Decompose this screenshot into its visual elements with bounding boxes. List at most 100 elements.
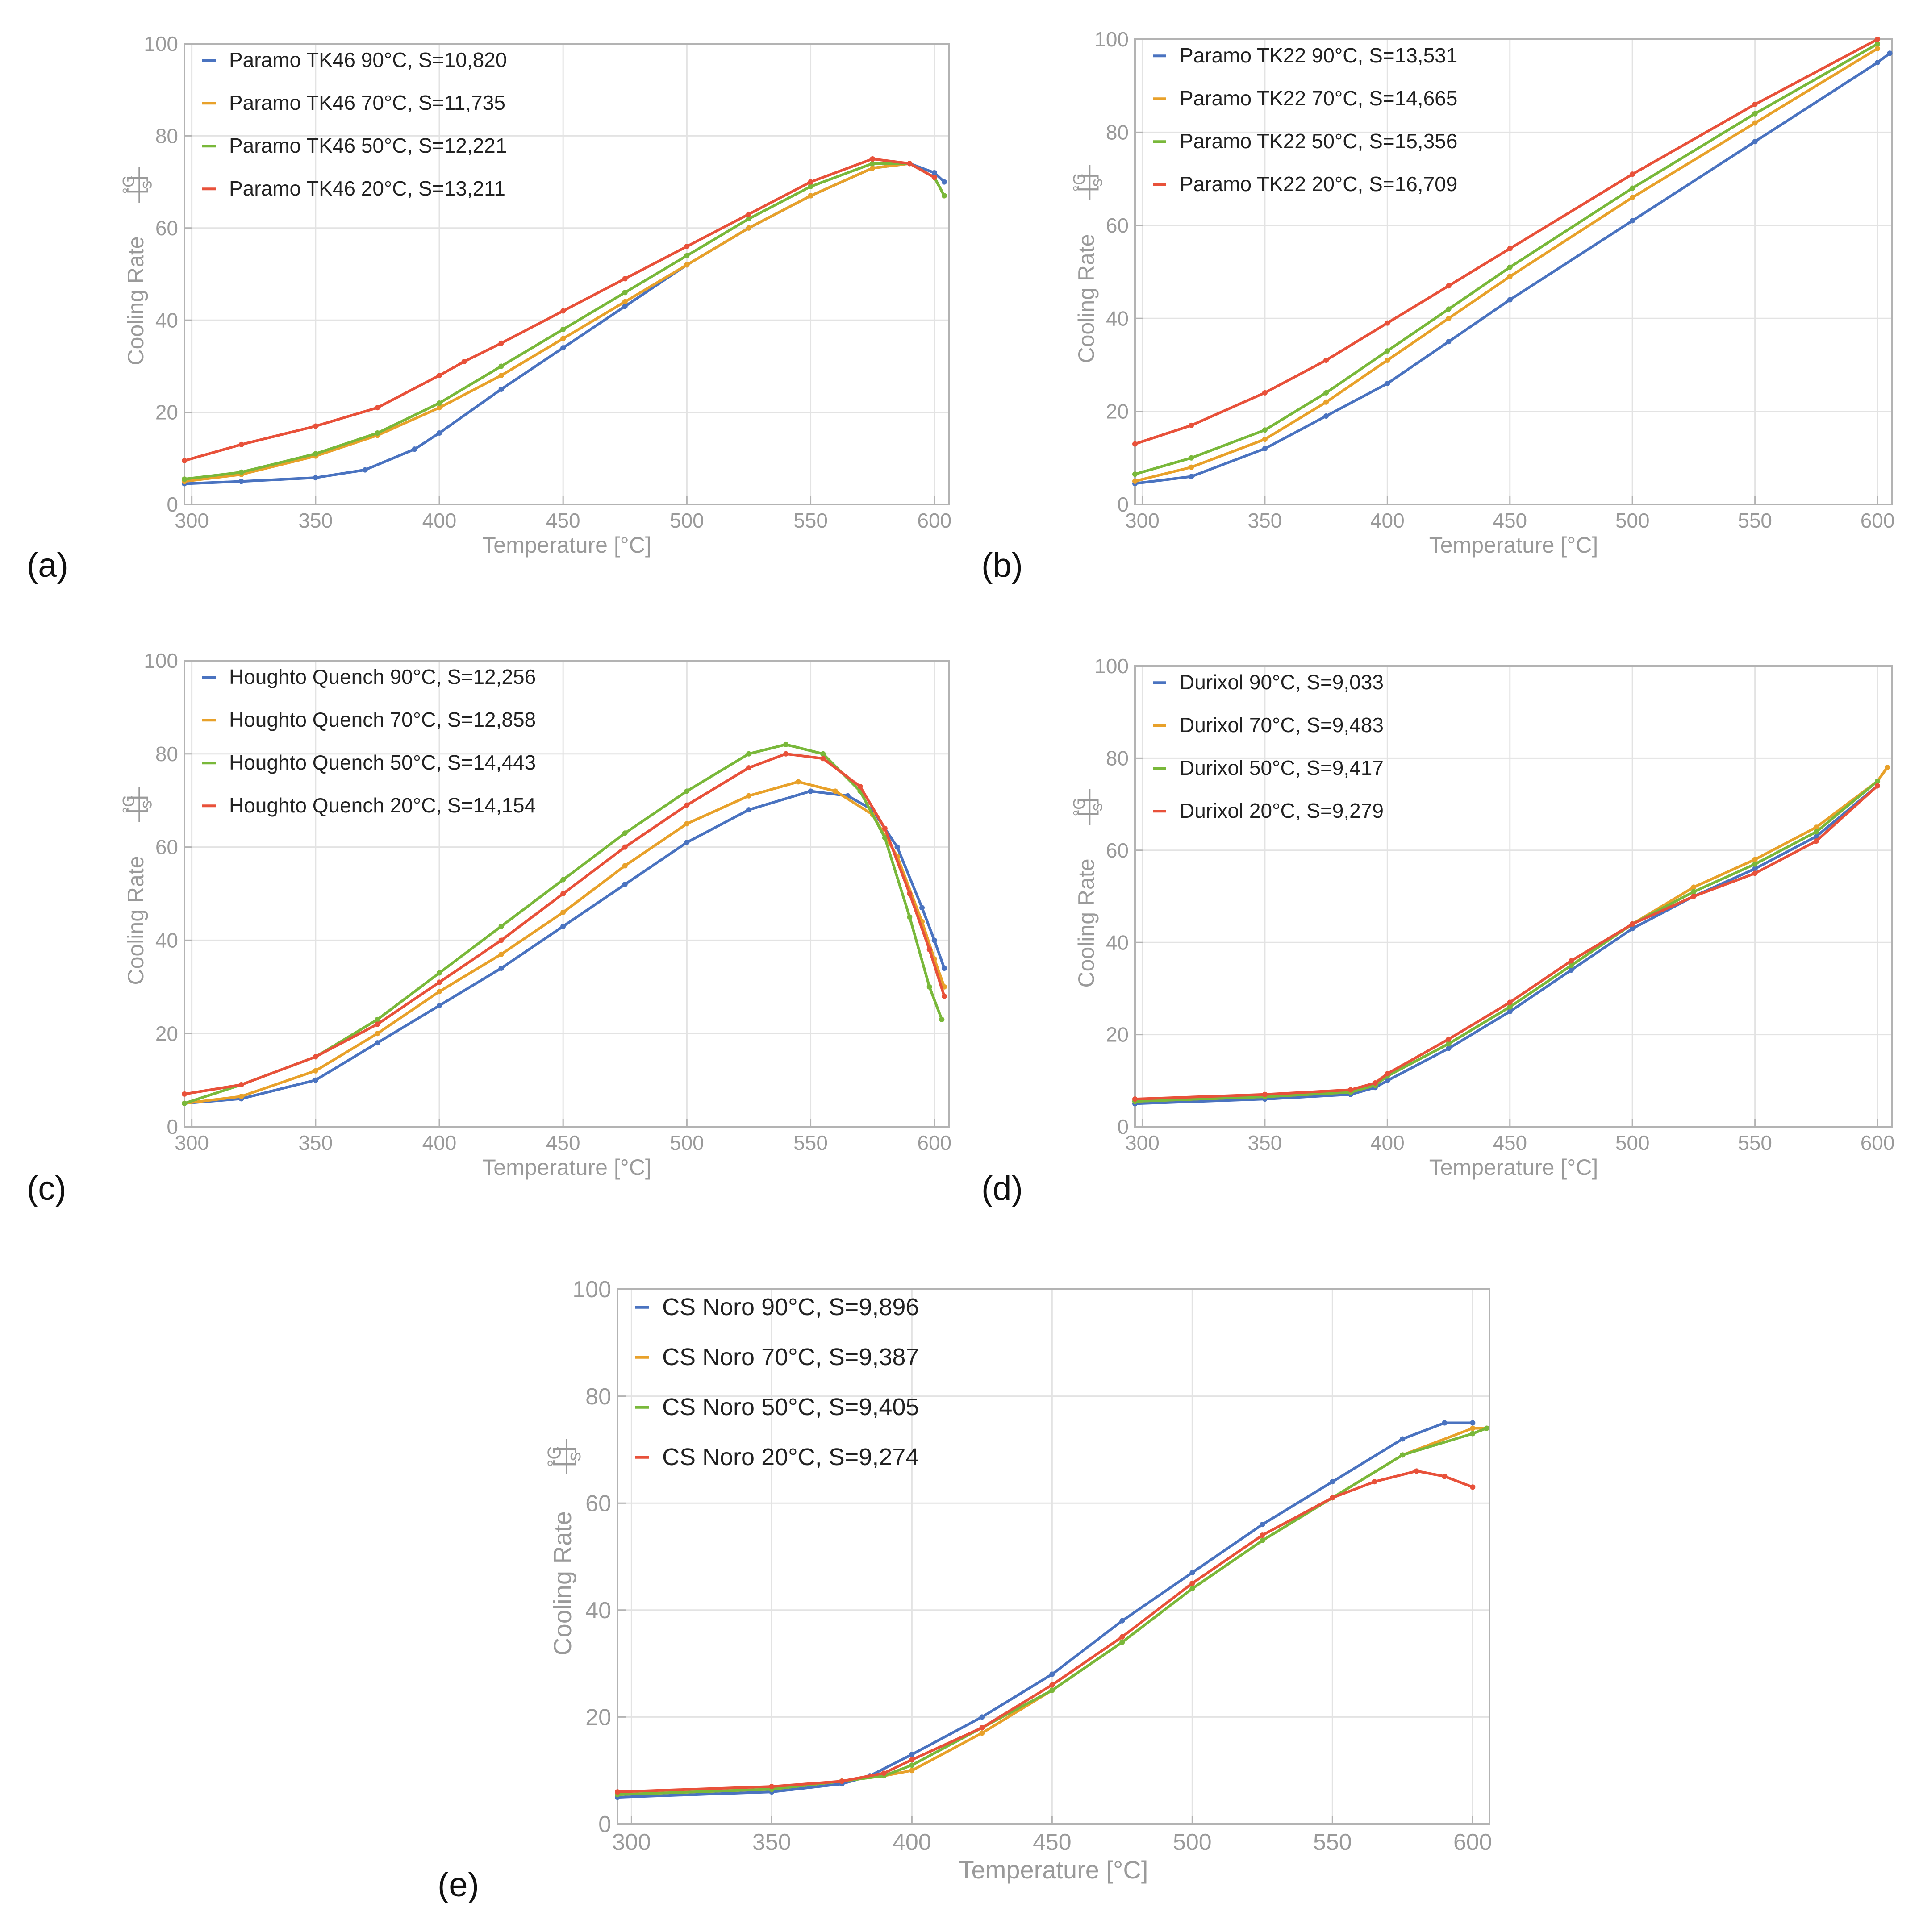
data-point bbox=[907, 161, 913, 167]
data-point bbox=[622, 299, 628, 304]
data-point bbox=[746, 216, 751, 222]
x-tick-label: 600 bbox=[1861, 1131, 1895, 1154]
data-point bbox=[1887, 50, 1893, 56]
data-point bbox=[1875, 46, 1881, 51]
data-point bbox=[1262, 390, 1268, 396]
data-point bbox=[1752, 111, 1758, 117]
x-tick-label: 300 bbox=[175, 1131, 209, 1154]
data-point bbox=[1875, 60, 1881, 66]
data-point bbox=[238, 1094, 244, 1099]
data-point bbox=[437, 405, 442, 411]
data-point bbox=[931, 175, 937, 180]
y-axis-title-text: Cooling Rate bbox=[1074, 234, 1099, 363]
x-tick-label: 350 bbox=[752, 1829, 791, 1855]
series-line-2 bbox=[183, 780, 946, 1105]
data-point bbox=[820, 751, 826, 757]
x-tick-label: 600 bbox=[917, 509, 951, 532]
legend-label: Houghto Quench 50°C, S=14,443 bbox=[229, 751, 536, 774]
data-point bbox=[1132, 478, 1138, 484]
data-point bbox=[894, 844, 900, 850]
data-point bbox=[1442, 1420, 1448, 1426]
data-point bbox=[1875, 41, 1881, 47]
y-tick-label: 80 bbox=[155, 125, 178, 148]
y-tick-label: 40 bbox=[585, 1598, 611, 1624]
data-point bbox=[437, 400, 442, 406]
x-tick-label: 400 bbox=[422, 1131, 457, 1154]
data-point bbox=[1885, 765, 1890, 770]
y-axis-unit-bracket: [ ] bbox=[123, 795, 148, 814]
x-tick-label: 550 bbox=[1313, 1829, 1352, 1855]
data-point bbox=[1752, 857, 1758, 862]
y-tick-label: 40 bbox=[155, 929, 178, 952]
x-tick-label: 550 bbox=[1738, 1131, 1772, 1154]
data-point bbox=[1630, 218, 1635, 224]
y-axis-unit-numerator: °C bbox=[119, 175, 138, 194]
y-tick-label: 100 bbox=[1094, 28, 1129, 51]
legend-label: Durixol 50°C, S=9,417 bbox=[1180, 756, 1384, 779]
data-point bbox=[684, 840, 690, 845]
data-point bbox=[1400, 1452, 1406, 1458]
data-point bbox=[1189, 422, 1194, 428]
data-point bbox=[1132, 471, 1138, 477]
data-point bbox=[857, 783, 863, 789]
y-axis-unit-numerator: °C bbox=[119, 795, 138, 813]
series-line-2 bbox=[183, 162, 946, 483]
data-point bbox=[1323, 413, 1329, 419]
plot-frame bbox=[184, 660, 950, 1128]
data-point bbox=[979, 1725, 985, 1731]
y-axis-unit-denominator: s bbox=[137, 800, 155, 808]
data-point bbox=[1813, 824, 1819, 830]
x-tick-label: 450 bbox=[546, 509, 580, 532]
data-point bbox=[1049, 1687, 1055, 1693]
data-point bbox=[615, 1789, 620, 1795]
data-point bbox=[1119, 1639, 1125, 1645]
data-point bbox=[1446, 339, 1452, 345]
data-point bbox=[1132, 441, 1138, 447]
data-point bbox=[1875, 37, 1881, 42]
data-point bbox=[1400, 1436, 1406, 1442]
data-point bbox=[941, 193, 947, 199]
chart-panel-5: 300 350 400 450 500 550 600 0 20 40 60 80 100 Tempera… bbox=[438, 1277, 1492, 1904]
data-point bbox=[362, 467, 368, 473]
data-point bbox=[1507, 264, 1513, 270]
data-point bbox=[375, 430, 380, 436]
data-point bbox=[1385, 320, 1390, 326]
legend-label: Paramo TK46 50°C, S=12,221 bbox=[229, 134, 507, 157]
y-tick-label: 20 bbox=[585, 1705, 611, 1731]
y-tick-label: 80 bbox=[1106, 747, 1129, 770]
data-point bbox=[622, 290, 628, 296]
data-point bbox=[1507, 999, 1513, 1005]
y-axis-unit-denominator: s bbox=[1087, 803, 1106, 811]
data-point bbox=[1446, 1036, 1452, 1042]
x-axis-title: Temperature [°C] bbox=[482, 533, 651, 558]
panel-label: (a) bbox=[27, 546, 68, 584]
data-point bbox=[437, 979, 442, 985]
data-point bbox=[907, 914, 913, 920]
data-point bbox=[412, 446, 417, 452]
y-tick-label: 80 bbox=[585, 1384, 611, 1410]
data-point bbox=[870, 156, 876, 162]
y-tick-label: 20 bbox=[1106, 1023, 1129, 1046]
y-axis-title-text: Cooling Rate bbox=[548, 1511, 576, 1656]
data-point bbox=[746, 765, 751, 771]
data-point bbox=[1049, 1682, 1055, 1688]
data-point bbox=[1385, 381, 1390, 387]
data-point bbox=[832, 788, 838, 794]
y-axis-unit-numerator: °C bbox=[1070, 173, 1088, 192]
series-line-2 bbox=[1134, 47, 1879, 483]
data-point bbox=[1813, 833, 1819, 839]
x-tick-label: 350 bbox=[1248, 1131, 1282, 1154]
y-tick-label: 80 bbox=[155, 742, 178, 766]
data-point bbox=[437, 970, 442, 976]
legend-label: Houghto Quench 20°C, S=14,154 bbox=[229, 794, 536, 817]
data-point bbox=[979, 1714, 985, 1720]
data-point bbox=[941, 993, 947, 999]
data-point bbox=[1119, 1618, 1125, 1624]
y-axis-unit-denominator: s bbox=[1087, 179, 1106, 187]
data-point bbox=[1189, 1586, 1195, 1591]
x-tick-label: 600 bbox=[1453, 1829, 1492, 1855]
data-point bbox=[622, 844, 628, 850]
x-tick-label: 500 bbox=[1615, 509, 1650, 532]
data-point bbox=[926, 947, 932, 953]
data-point bbox=[375, 1040, 380, 1046]
